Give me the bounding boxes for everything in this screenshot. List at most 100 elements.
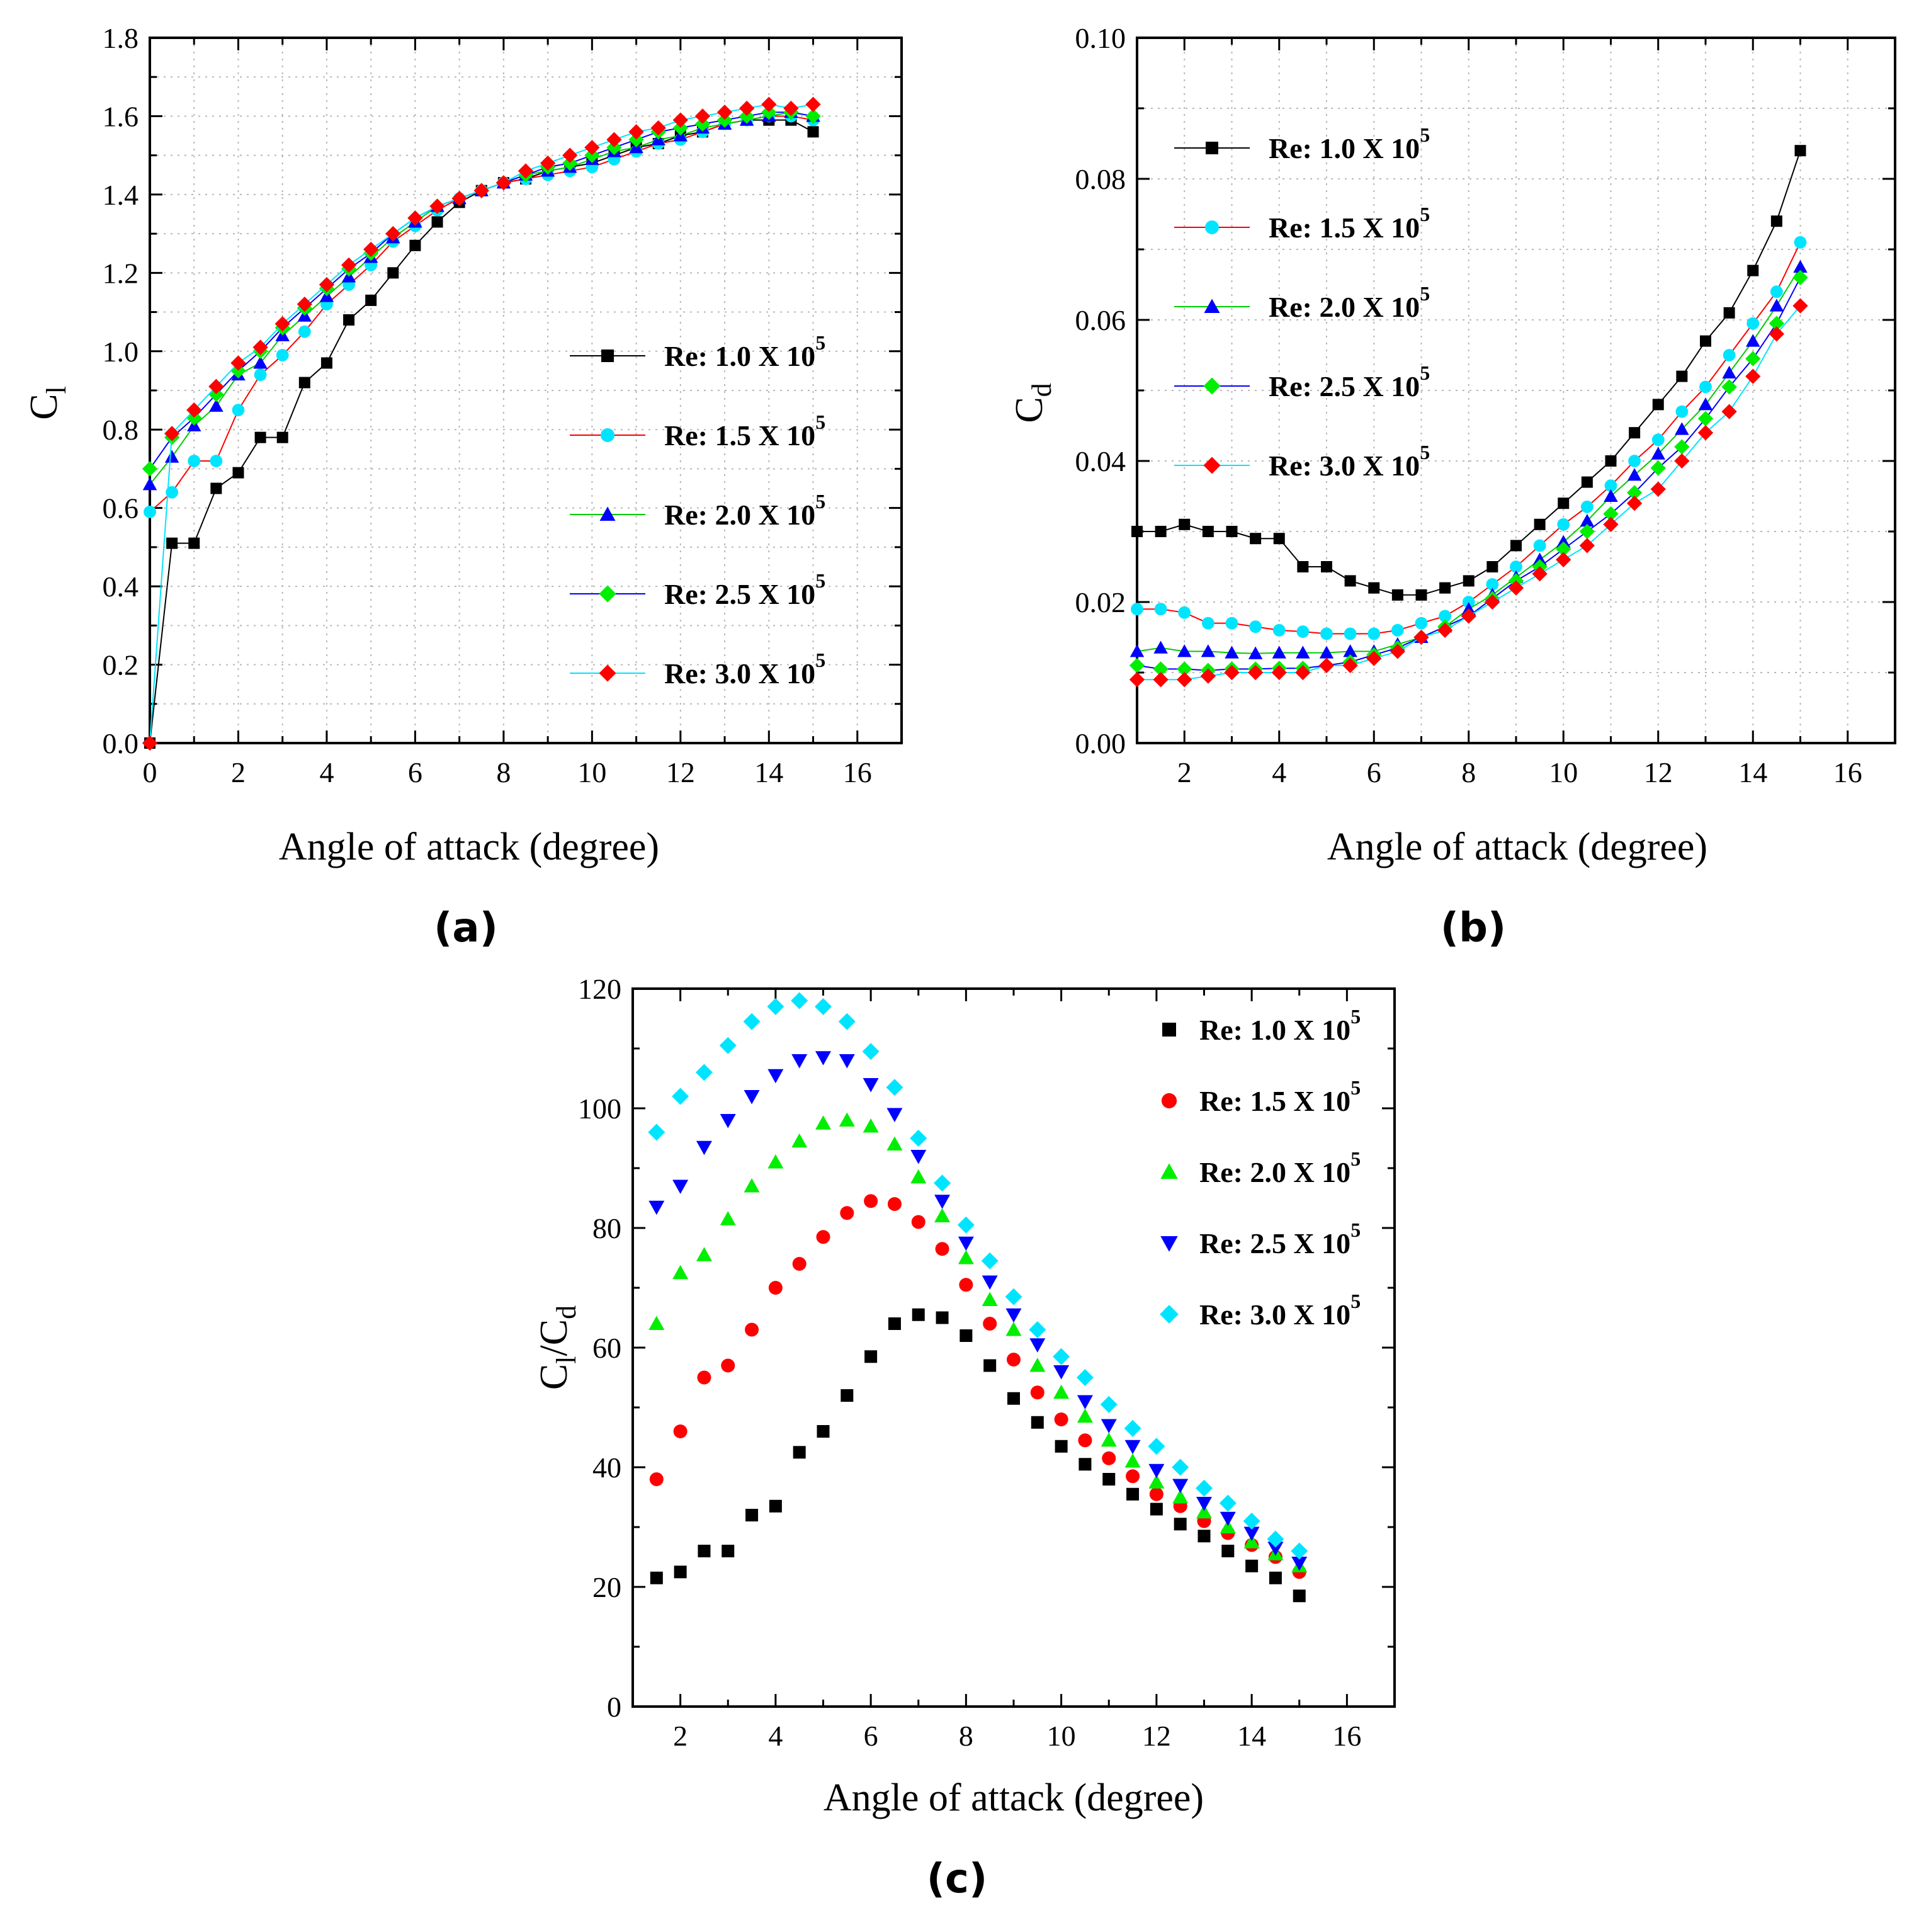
series-1-point [210, 482, 222, 494]
series-3-point [1722, 365, 1736, 378]
series-3-point [164, 450, 179, 463]
series-3-point [1077, 1408, 1093, 1423]
series-4-point [910, 1150, 927, 1164]
series-3-point [1005, 1322, 1022, 1336]
series-1-point [1510, 540, 1522, 552]
x-tick-label: 2 [1177, 756, 1192, 788]
x-axis-title: Angle of attack (degree) [279, 826, 659, 868]
y-tick-label: 0.10 [1075, 22, 1126, 54]
y-tick-label: 60 [592, 1332, 621, 1364]
series-5-point [164, 426, 180, 441]
x-axis-title: Angle of attack (degree) [1327, 826, 1707, 868]
series-5-point [230, 355, 246, 371]
series-5-point [385, 225, 401, 242]
series-5-point [518, 163, 534, 179]
series-5-point [1532, 566, 1548, 582]
series-4-point [791, 1054, 808, 1069]
grid [1137, 38, 1895, 743]
x-tick-label: 14 [754, 756, 783, 788]
y-axis-title-main: C [533, 1364, 575, 1390]
series-5-point [297, 296, 312, 312]
series-2-point [1007, 1353, 1021, 1367]
series-5-point [815, 998, 832, 1015]
legend-marker [601, 428, 614, 442]
series-3-point [1319, 645, 1334, 659]
series-5-point [1148, 1438, 1165, 1455]
series-2-point [935, 1242, 949, 1256]
x-tick-label: 14 [1237, 1720, 1266, 1752]
series-4-point [1129, 657, 1145, 673]
series-5-point [743, 1013, 761, 1030]
series-1-point [1297, 561, 1309, 572]
series-2-point [1225, 617, 1238, 630]
series-3-point [958, 1250, 974, 1264]
series-2-point [1078, 1433, 1092, 1448]
series-5-point [429, 198, 445, 214]
series-2-point [887, 1197, 902, 1211]
panel-label: (c) [927, 1856, 987, 1902]
series-1-point [1245, 1559, 1259, 1572]
series-5-point [1196, 1479, 1213, 1497]
series-1-point [959, 1329, 973, 1342]
x-tick-label: 0 [143, 756, 157, 788]
series-1-point [1581, 476, 1593, 488]
y-tick-label: 100 [578, 1093, 621, 1125]
series-2-point [721, 1358, 735, 1373]
series-2-point [745, 1322, 759, 1337]
series-2-point [1131, 603, 1143, 616]
y-axis-title: Cd [1008, 383, 1057, 423]
series-3-point [1153, 640, 1168, 654]
series-2-point [1699, 380, 1712, 394]
y-tick-label: 1.6 [103, 100, 139, 132]
x-tick-label: 2 [673, 1720, 688, 1752]
series-2-point [1533, 539, 1546, 552]
series-5-point [1413, 629, 1429, 645]
series-3-point [648, 1315, 665, 1330]
series-3-point [1243, 1534, 1260, 1548]
series-2-point [864, 1194, 878, 1208]
series-1-point [1269, 1571, 1282, 1584]
series-1-point [1007, 1392, 1020, 1405]
series-3 [648, 1112, 1308, 1572]
series-4-point [863, 1078, 879, 1093]
series-3-point [209, 399, 224, 412]
series-2-point [673, 1424, 688, 1438]
series-2-point [1439, 610, 1452, 623]
series-4-point [606, 140, 622, 156]
series-4-point [1148, 1463, 1165, 1479]
series-1-point [1031, 1416, 1044, 1429]
series-3-point [1248, 646, 1263, 659]
legend-marker [1204, 298, 1220, 313]
series-1-point [1344, 575, 1356, 587]
series-5-point [761, 96, 777, 112]
series-1-point [1102, 1473, 1116, 1486]
series-5-point [783, 100, 799, 116]
legend-label: Re: 3.0 X 105 [1269, 441, 1430, 482]
series-2-point [1746, 317, 1760, 330]
series-4-point [1697, 411, 1714, 426]
series-1-point [1202, 526, 1214, 537]
x-tick-label: 8 [496, 756, 511, 788]
series-5-point [1291, 1542, 1308, 1560]
series-1-point [343, 314, 355, 326]
series-3-point [934, 1208, 951, 1222]
series-1-point [1629, 427, 1641, 439]
series-5-point [1029, 1321, 1046, 1338]
legend-label-text: Re: 3.0 X 10 [664, 657, 815, 690]
series-3-point [672, 1264, 689, 1280]
legend-label: Re: 1.0 X 105 [664, 331, 825, 372]
series-3-point [791, 1133, 808, 1148]
y-axis-title: Cl/Cd [533, 1305, 582, 1390]
series-4-point [805, 108, 821, 124]
series-1-point [276, 431, 288, 443]
legend-label: Re: 2.0 X 105 [1199, 1147, 1361, 1188]
series-5-point [1124, 1419, 1141, 1437]
series-3-point [1627, 468, 1642, 481]
legend-label-text: Re: 1.0 X 10 [1269, 132, 1420, 164]
y-tick-label: 0.02 [1075, 586, 1126, 618]
legend-label-text: Re: 1.0 X 10 [1199, 1014, 1350, 1046]
series-4-point [1077, 1395, 1093, 1409]
series-2-point [1628, 455, 1641, 467]
series-5-point [584, 140, 600, 156]
series-4-point [1177, 661, 1192, 677]
